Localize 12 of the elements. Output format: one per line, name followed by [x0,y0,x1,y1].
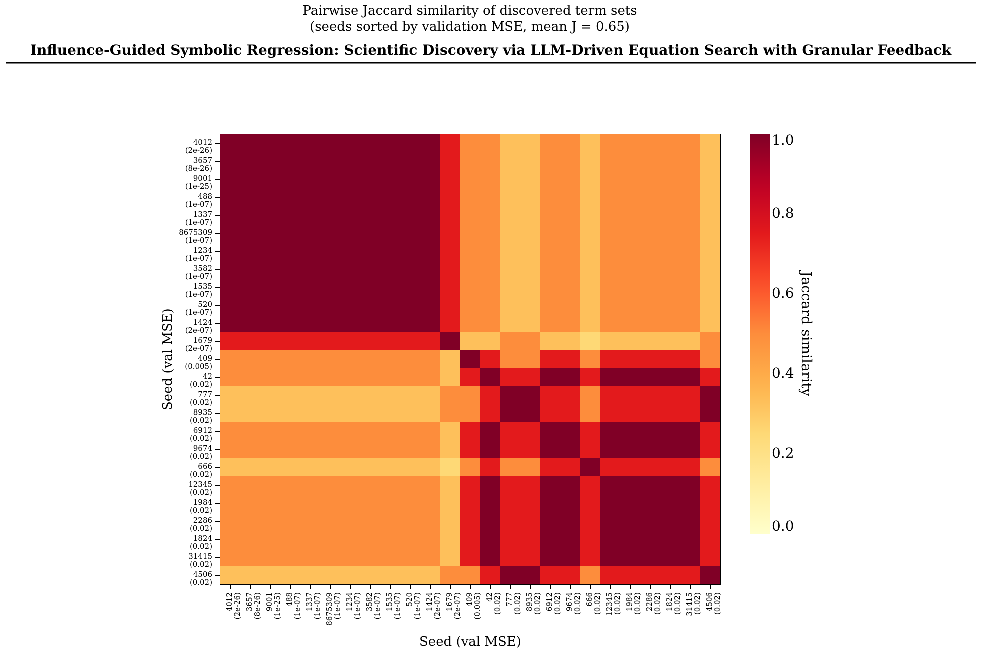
color-bar-title: Jaccard similarity [798,269,814,397]
color-bar-label: 0.4 [772,366,794,382]
text: Influence-Guided Symbolic Regression: Scientific Discovery via LLM-Driven Equation Search with Granular Feedback [30,43,952,59]
x-axis-title: Seed (val MSE) [420,634,522,650]
color-bar-label: 0.6 [772,286,794,302]
chart-subtitle: (seeds sorted by validation MSE, mean J = 0.65) [310,20,630,35]
color-bar-label: 0.8 [772,206,794,222]
color-bar-label: 0.2 [772,446,794,462]
chart-title: Pairwise Jaccard similarity of discovered term sets [302,4,638,19]
color-bar-label: 0.0 [772,519,794,535]
y-axis-title: Seed (val MSE) [161,308,176,410]
color-bar-label: 1.0 [772,133,794,149]
